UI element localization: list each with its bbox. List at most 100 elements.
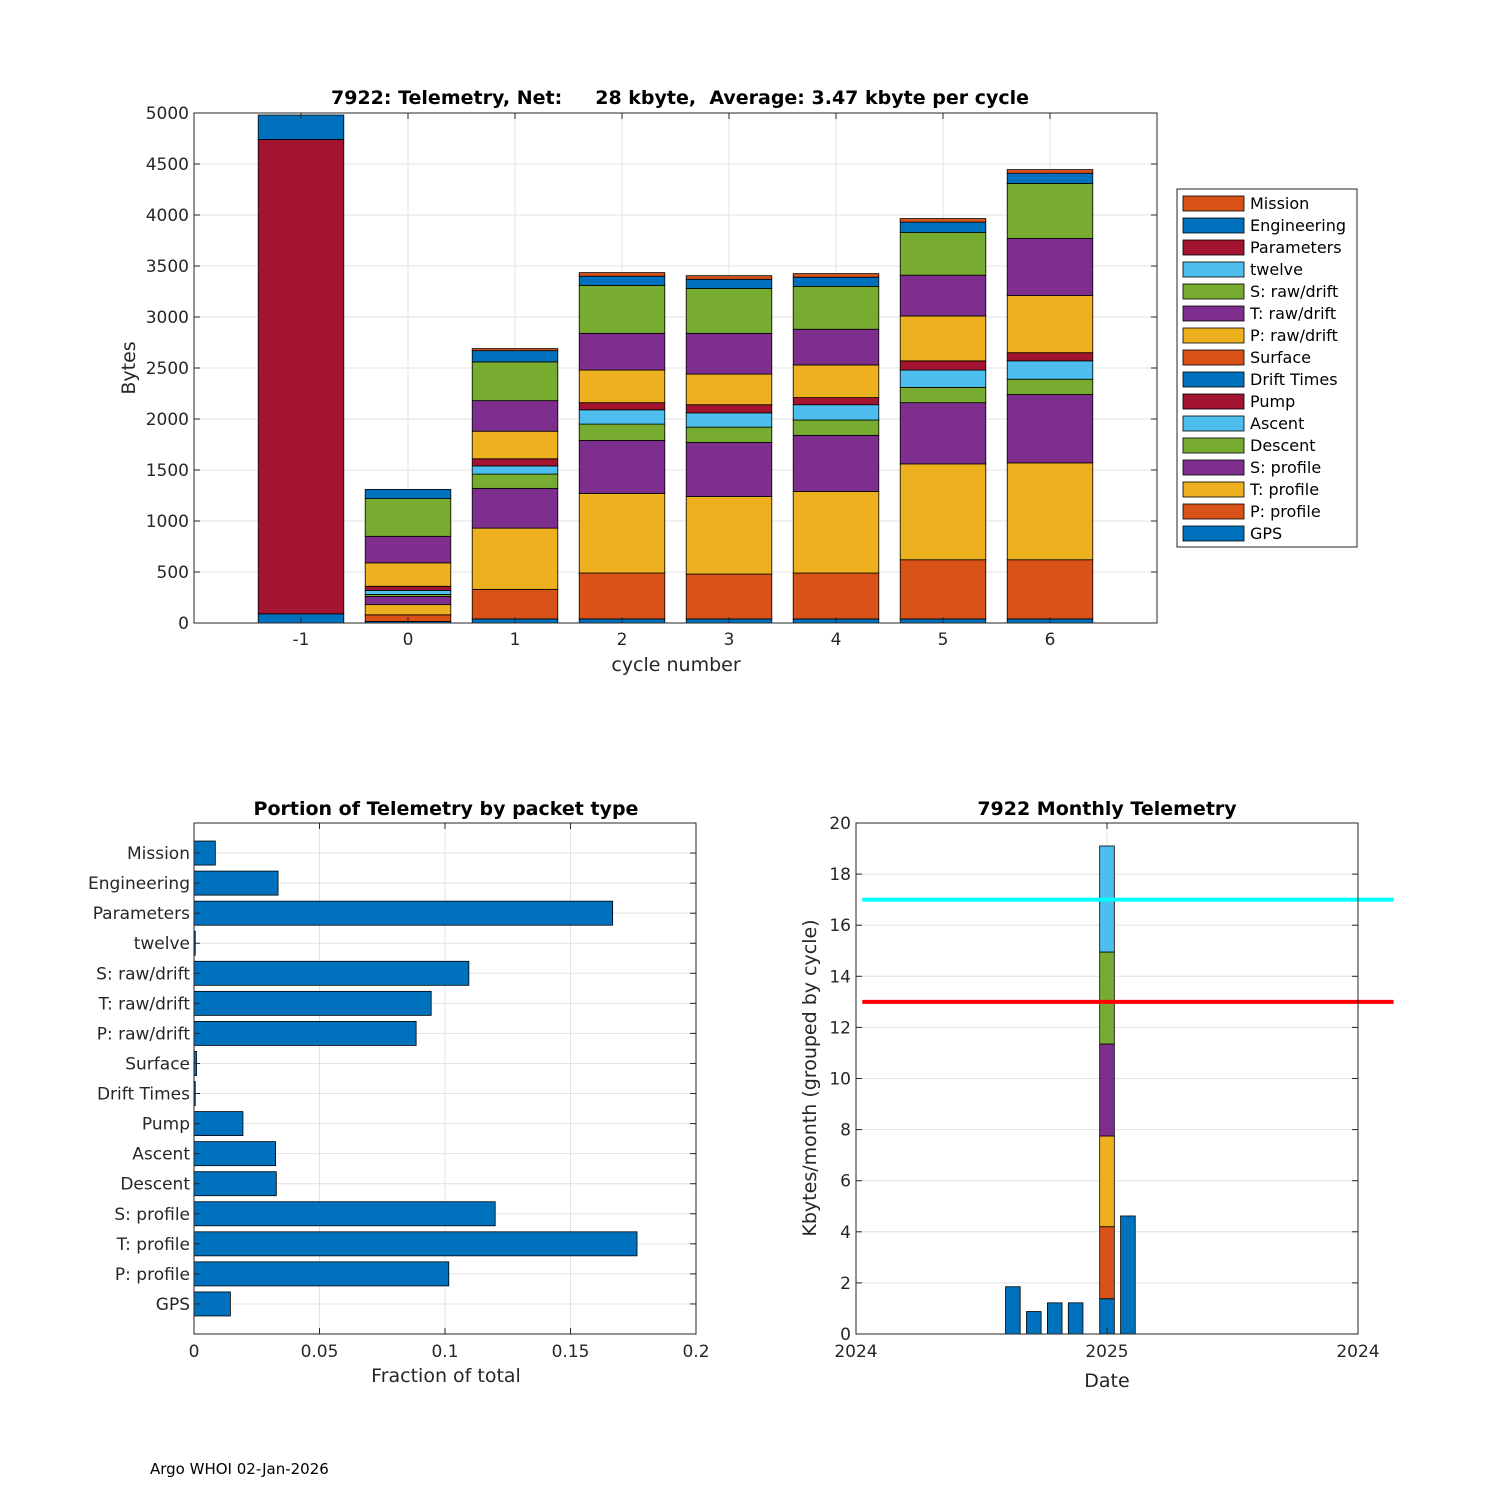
legend-swatch: [1182, 261, 1245, 278]
bar-segment-p-profile: [471, 588, 559, 620]
bar-segment-p-raw-drift: [364, 562, 452, 587]
legend-swatch: [1182, 371, 1245, 388]
tick-label-y: 4: [840, 1223, 851, 1243]
bar-segment-t-raw-drift: [578, 332, 666, 371]
bar-segment-t-raw-drift: [471, 400, 559, 432]
bar-segment-s-raw-drift: [1006, 182, 1094, 239]
bar-segment-descent: [578, 423, 666, 441]
tick-label-y: 12: [829, 1018, 851, 1038]
tick-label-y: 0: [840, 1325, 851, 1345]
top-chart-title: 7922: Telemetry, Net: 28 kbyte, Average:…: [331, 87, 1029, 109]
tick-label-y: 3500: [146, 257, 189, 277]
monthly-bar-segment: [1067, 1302, 1084, 1335]
bar-ascent: [193, 1141, 276, 1167]
footer-credit: Argo WHOI 02-Jan-2026: [150, 1460, 329, 1478]
bar-segment-engineering: [578, 275, 666, 286]
bar-segment-s-profile: [685, 442, 773, 497]
tick-label-y: 8: [840, 1121, 851, 1141]
tick-label-x: 0.2: [682, 1342, 709, 1362]
bar-segment-engineering: [1006, 172, 1094, 184]
bar-segment-ascent: [471, 465, 559, 475]
bar-segment-p-profile: [578, 572, 666, 620]
legend-swatch: [1182, 327, 1245, 344]
tick-label-x: 0.05: [301, 1342, 339, 1362]
fraction-chart-title: Portion of Telemetry by packet type: [254, 798, 639, 820]
tick-label-y: Ascent: [132, 1145, 190, 1165]
tick-label-x: 2: [617, 630, 628, 650]
bar-segment-t-raw-drift: [364, 535, 452, 564]
bar-parameters: [193, 900, 614, 926]
tick-label-y: P: raw/drift: [97, 1024, 191, 1044]
tick-label-x: 0: [403, 630, 414, 650]
legend-label: Drift Times: [1250, 370, 1338, 389]
legend-swatch: [1182, 459, 1245, 476]
legend-label: P: raw/drift: [1250, 326, 1338, 345]
bar-segment-t-raw-drift: [685, 332, 773, 375]
bar-descent: [193, 1171, 277, 1197]
legend-label: P: profile: [1250, 502, 1321, 521]
monthly-bar-segment: [1099, 1135, 1115, 1228]
bar-segment-ascent: [792, 404, 880, 421]
bar-segment-descent: [685, 426, 773, 443]
legend-swatch: [1182, 283, 1245, 300]
bar-t-profile: [193, 1231, 638, 1257]
legend-swatch: [1182, 415, 1245, 432]
bar-segment-descent: [899, 386, 987, 404]
bar-segment-t-raw-drift: [792, 328, 880, 366]
tick-label-y: 4000: [146, 206, 189, 226]
bar-s-raw-drift: [193, 960, 470, 986]
tick-label-x: 3: [724, 630, 735, 650]
monthly-bar-segment: [1099, 1043, 1115, 1137]
tick-label-y: 16: [829, 916, 851, 936]
legend-label: S: profile: [1250, 458, 1321, 477]
bar-segment-s-raw-drift: [792, 285, 880, 330]
bar-segment-engineering: [899, 221, 987, 233]
legend-label: GPS: [1250, 524, 1282, 543]
legend-swatch: [1182, 217, 1245, 234]
bar-segment-t-profile: [899, 463, 987, 561]
legend-label: Descent: [1250, 436, 1316, 455]
legend: Mission Engineering Parameters twelve S: raw…: [1176, 188, 1358, 548]
tick-label-y: 20: [829, 814, 851, 834]
bar-segment-t-raw-drift: [899, 274, 987, 317]
bar-p-profile: [193, 1261, 450, 1287]
tick-label-y: 6: [840, 1172, 851, 1192]
bar-segment-pump: [471, 458, 559, 467]
bar-segment-s-profile: [792, 434, 880, 492]
tick-label-y: 2: [840, 1274, 851, 1294]
bar-segment-ascent: [364, 589, 452, 595]
legend-swatch: [1182, 305, 1245, 322]
bar-segment-t-profile: [471, 527, 559, 590]
tick-label-y: GPS: [156, 1295, 190, 1315]
bar-segment-p-profile: [1006, 559, 1094, 620]
legend-label: T: raw/drift: [1249, 304, 1336, 323]
bar-segment-ascent: [1006, 360, 1094, 380]
legend-label: T: profile: [1249, 480, 1319, 499]
legend-label: S: raw/drift: [1250, 282, 1338, 301]
bar-s-profile: [193, 1201, 496, 1227]
fraction-chart-xlabel: Fraction of total: [371, 1365, 521, 1387]
monthly-bar-segment: [1026, 1311, 1042, 1335]
bar-segment-pump: [792, 397, 880, 406]
tick-label-x: 2024: [834, 1342, 877, 1362]
tick-label-y: 5000: [146, 104, 189, 124]
bar-segment-mission: [1006, 169, 1094, 174]
legend-label: Parameters: [1250, 238, 1342, 257]
bar-segment-p-raw-drift: [792, 364, 880, 398]
bar-gps: [193, 1291, 231, 1317]
legend-swatch: [1182, 481, 1245, 498]
tick-label-y: 18: [829, 865, 851, 885]
bar-segment-engineering: [364, 488, 452, 499]
bar-segment-mission: [685, 275, 773, 280]
bar-segment-t-profile: [685, 496, 773, 575]
bar-segment-t-raw-drift: [1006, 238, 1094, 296]
monthly-bar-segment: [1099, 951, 1115, 1045]
tick-label-x: 5: [938, 630, 949, 650]
monthly-telemetry-chart: 0 2 4 6 8 10 12 14 16 18 20 2024 2025 2024 7922 Month…: [799, 798, 1394, 1392]
bar-segment-p-raw-drift: [578, 369, 666, 404]
bar-segment-mission: [792, 273, 880, 278]
tick-label-x: 6: [1045, 630, 1056, 650]
bar-segment-engineering: [792, 276, 880, 287]
bar-segment-pump: [899, 360, 987, 371]
